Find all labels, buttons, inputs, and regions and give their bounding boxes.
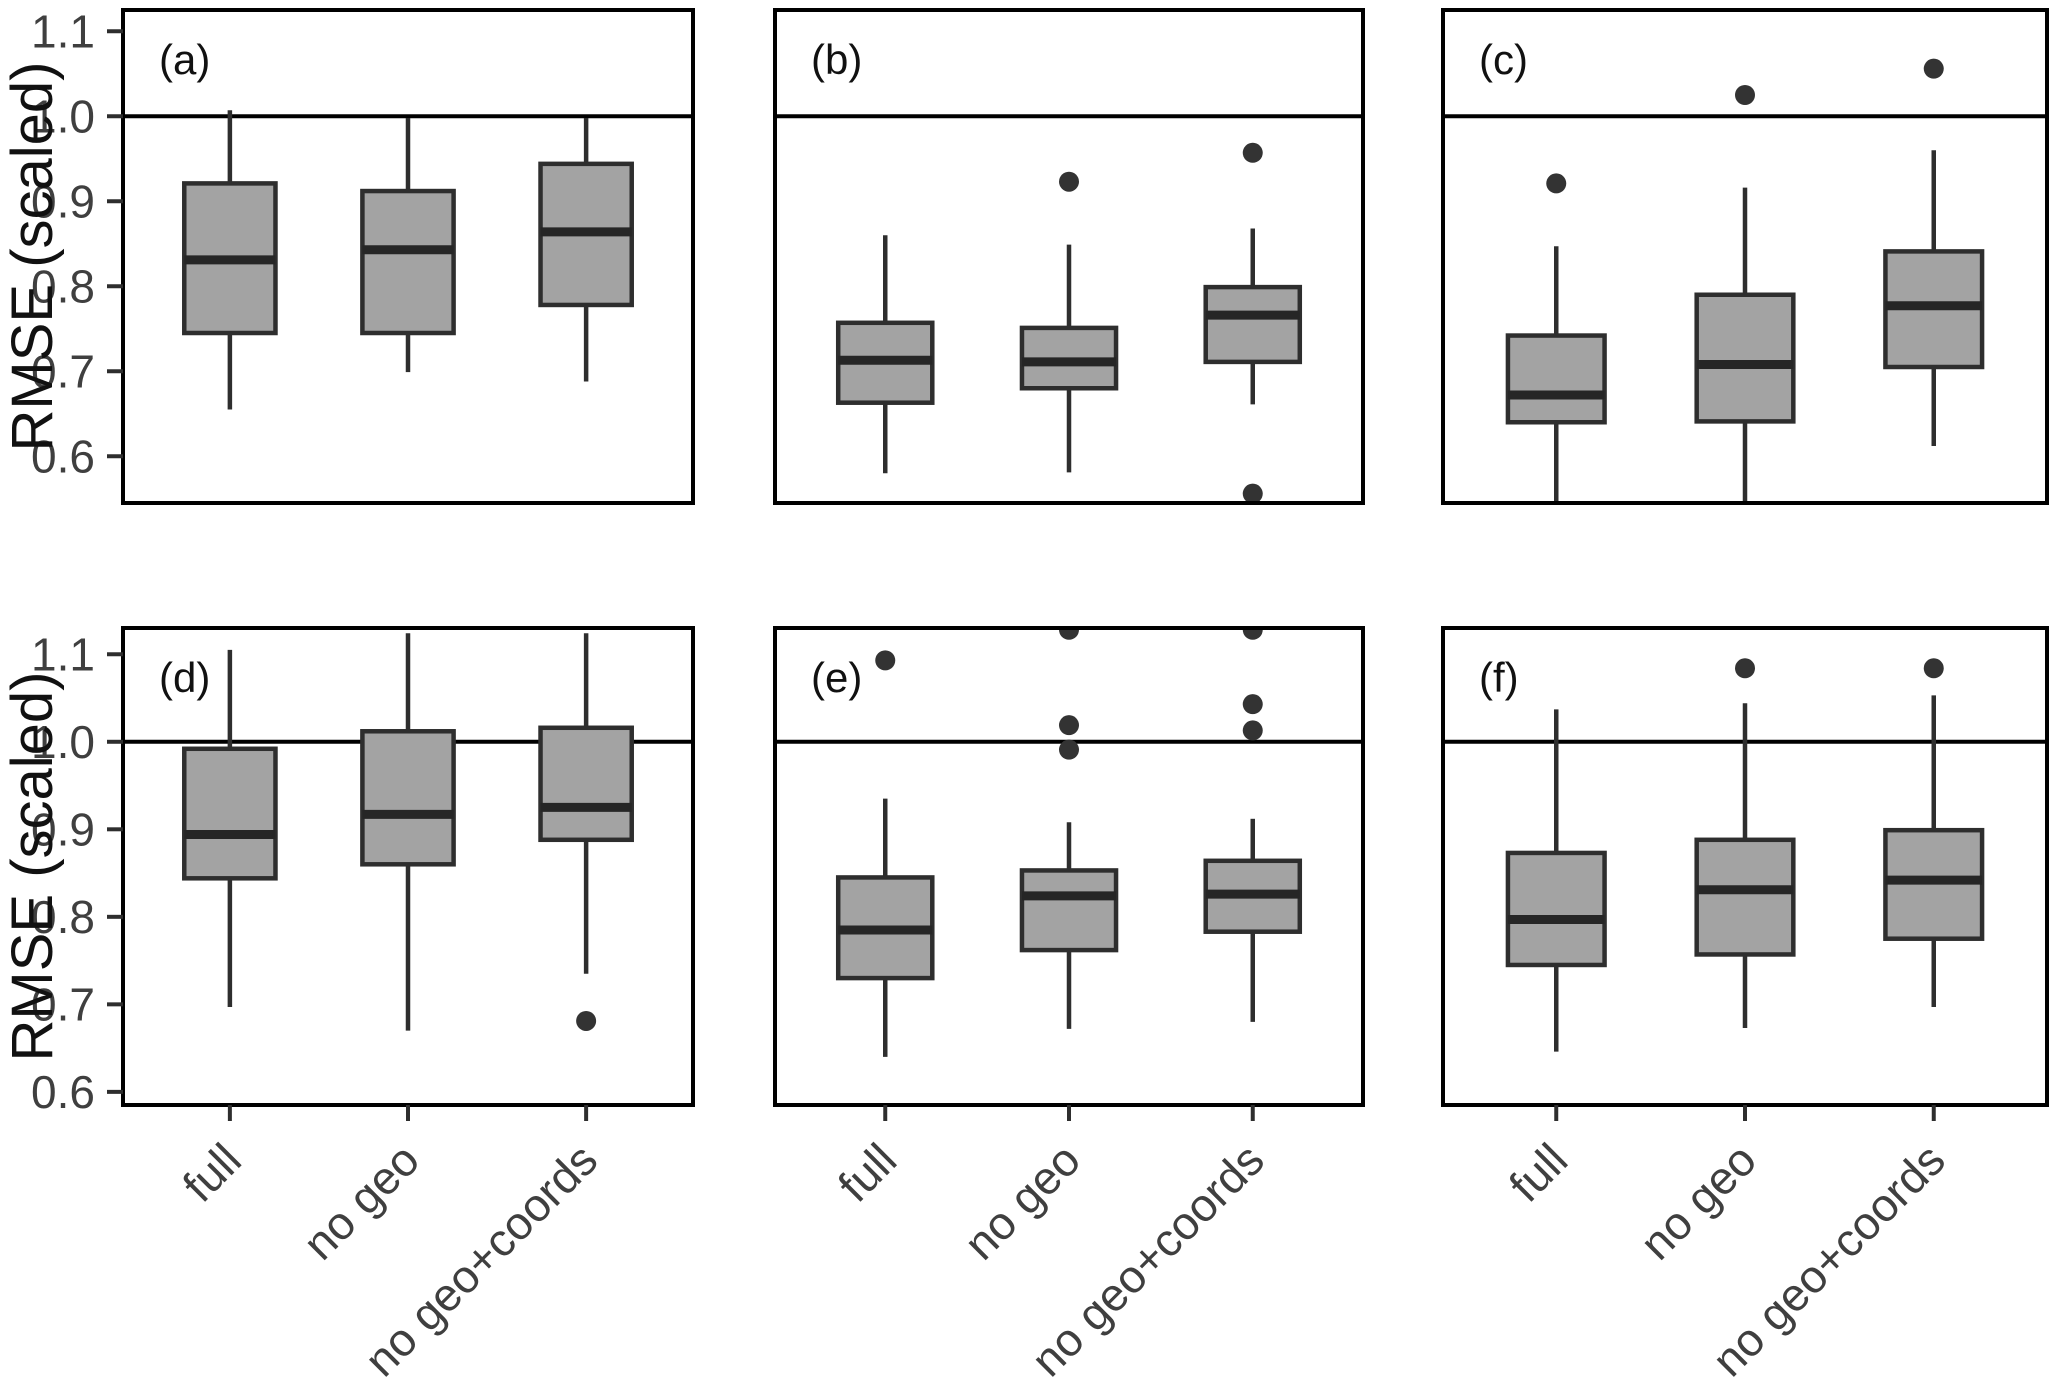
y-tick-label: 0.8: [31, 891, 95, 943]
outlier-point: [576, 1010, 597, 1031]
iqr-box: [1203, 284, 1303, 365]
outlier-point: [1242, 720, 1263, 741]
y-tick-label: 1.1: [31, 628, 95, 680]
box-b-no-geo: [1019, 171, 1119, 473]
outlier-point: [1546, 173, 1567, 194]
panel-border-c: [1441, 8, 2049, 505]
iqr-box: [1694, 837, 1796, 957]
outlier-point: [875, 650, 896, 671]
outlier-point: [1059, 628, 1079, 640]
box-c-full: [1505, 173, 1607, 503]
y-tick-label: 0.7: [31, 978, 95, 1030]
box-e-full: [835, 650, 935, 1057]
panel-label-e: (e): [811, 654, 862, 701]
box-b-no-geo-coords: [1203, 142, 1303, 503]
box-a-no-geo-coords: [538, 117, 634, 382]
y-tick-label: 0.6: [31, 430, 95, 482]
y-tick-label: 0.7: [31, 345, 95, 397]
panel-e: [775, 628, 1363, 1057]
box-e-no-geo-coords: [1203, 628, 1303, 1022]
box-a-no-geo: [360, 117, 456, 373]
box-d-no-geo-coords: [538, 633, 634, 1031]
panel-border-a: [121, 8, 695, 505]
box-b-full: [835, 235, 935, 474]
y-tick-label: 0.8: [31, 260, 95, 312]
outlier-point: [1242, 142, 1263, 163]
panel-f: [1443, 658, 2047, 1052]
outlier-point: [1735, 85, 1755, 105]
panel-d: [123, 633, 693, 1031]
box-f-full: [1505, 709, 1607, 1052]
y-axis-title: RMSE (scaled): [0, 62, 65, 452]
box-d-no-geo: [360, 633, 456, 1031]
outlier-point: [1059, 715, 1079, 736]
y-tick-label: 1.0: [31, 90, 95, 142]
box-c-no-geo-coords: [1883, 58, 1985, 447]
panel-b: [775, 114, 1363, 503]
panel-label-f: (f): [1479, 654, 1519, 701]
outlier-point: [1242, 628, 1263, 640]
panel-label-b: (b): [811, 36, 862, 83]
iqr-box: [1505, 850, 1607, 968]
box-c-no-geo: [1694, 85, 1796, 503]
y-tick-label: 0.9: [31, 175, 95, 227]
y-tick-label: 0.6: [31, 1066, 95, 1118]
iqr-box: [1694, 292, 1796, 424]
iqr-box: [360, 188, 456, 336]
box-f-no-geo: [1694, 658, 1796, 1028]
box-f-no-geo-coords: [1883, 658, 1985, 1007]
iqr-box: [1019, 868, 1119, 953]
y-axis-title: RMSE (scaled): [0, 672, 65, 1062]
panel-a: [123, 110, 693, 410]
panel-label-a: (a): [159, 36, 210, 83]
outlier-point: [1242, 483, 1263, 503]
iqr-box: [1505, 333, 1607, 425]
outlier-point: [1059, 739, 1079, 760]
iqr-box: [182, 746, 278, 881]
outlier-point: [1242, 694, 1263, 715]
outlier-point: [1923, 58, 1944, 79]
panel-border-b: [773, 8, 1365, 505]
iqr-box: [538, 725, 634, 843]
box-a-full: [182, 110, 278, 410]
outlier-point: [1735, 658, 1755, 679]
outlier-point: [1059, 171, 1079, 192]
box-e-no-geo: [1019, 628, 1119, 1029]
outlier-point: [1923, 658, 1944, 679]
panel-label-c: (c): [1479, 36, 1528, 83]
panel-label-d: (d): [159, 654, 210, 701]
iqr-box: [360, 729, 456, 867]
y-tick-label: 0.9: [31, 803, 95, 855]
y-tick-label: 1.0: [31, 716, 95, 768]
y-tick-label: 1.1: [31, 5, 95, 57]
panel-c: [1443, 58, 2047, 503]
box-d-full: [182, 649, 278, 1007]
